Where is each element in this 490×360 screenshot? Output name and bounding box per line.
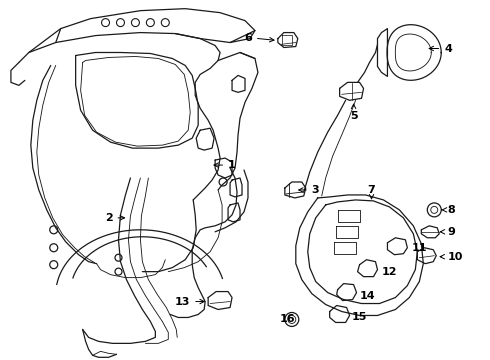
Circle shape	[131, 19, 140, 27]
Text: 6: 6	[244, 32, 274, 42]
Circle shape	[50, 261, 58, 269]
Circle shape	[431, 206, 438, 213]
Circle shape	[161, 19, 169, 27]
Text: 3: 3	[299, 185, 319, 195]
Text: 16: 16	[280, 314, 295, 324]
Text: 8: 8	[441, 205, 455, 215]
Circle shape	[117, 19, 124, 27]
Text: 12: 12	[382, 267, 397, 276]
Text: 1: 1	[214, 160, 236, 170]
Circle shape	[50, 244, 58, 252]
Text: 15: 15	[352, 312, 367, 323]
Circle shape	[288, 315, 296, 323]
Text: 7: 7	[368, 185, 375, 199]
Text: 5: 5	[350, 104, 357, 121]
Circle shape	[285, 312, 299, 327]
Text: 11: 11	[412, 243, 427, 253]
Text: 4: 4	[429, 44, 452, 54]
Text: 2: 2	[105, 213, 124, 223]
Text: 9: 9	[441, 227, 455, 237]
Text: 13: 13	[175, 297, 204, 306]
Circle shape	[115, 254, 122, 261]
Text: 14: 14	[360, 291, 375, 301]
Circle shape	[50, 226, 58, 234]
Circle shape	[147, 19, 154, 27]
Circle shape	[101, 19, 110, 27]
Circle shape	[115, 268, 122, 275]
Text: 10: 10	[440, 252, 463, 262]
Circle shape	[219, 178, 227, 186]
Circle shape	[427, 203, 441, 217]
